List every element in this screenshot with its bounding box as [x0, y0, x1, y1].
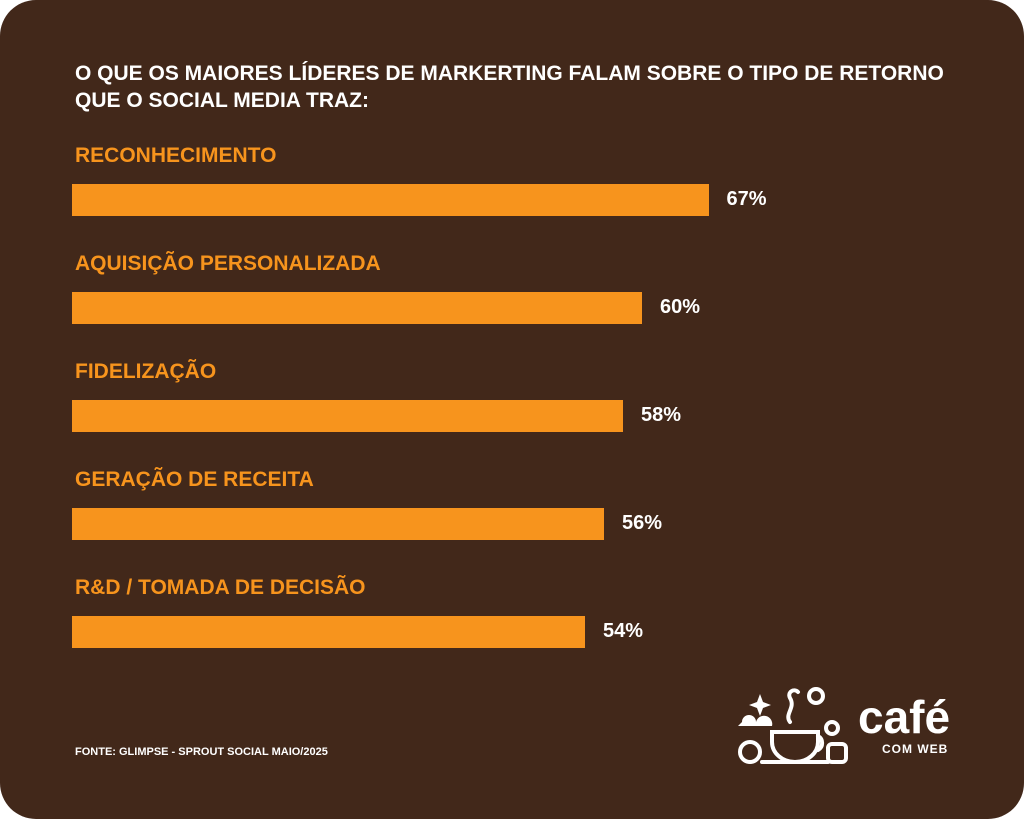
bar: [72, 508, 604, 540]
bar: [72, 616, 585, 648]
source: FONTE: GLIMPSE - SPROUT SOCIAL MAIO/2025: [75, 746, 328, 758]
bar: [72, 184, 709, 216]
value-label: 56%: [622, 512, 663, 534]
category-label: FIDELIZAÇÃO: [75, 360, 217, 383]
bar: [72, 292, 642, 324]
logo-icon: [738, 687, 848, 764]
logo-name: café: [858, 691, 951, 743]
bar: [72, 400, 623, 432]
logo-tagline: COM WEB: [882, 742, 949, 756]
category-label: RECONHECIMENTO: [75, 144, 277, 167]
value-label: 54%: [603, 620, 644, 642]
chart-title: O QUE OS MAIORES LÍDERES DE MARKERTING F…: [75, 62, 944, 112]
category-label: GERAÇÃO DE RECEITA: [75, 468, 314, 491]
value-label: 67%: [726, 188, 767, 210]
category-label: R&D / TOMADA DE DECISÃO: [75, 576, 366, 599]
value-label: 60%: [660, 296, 701, 318]
category-label: AQUISIÇÃO PERSONALIZADA: [75, 252, 381, 275]
value-label: 58%: [641, 404, 682, 426]
